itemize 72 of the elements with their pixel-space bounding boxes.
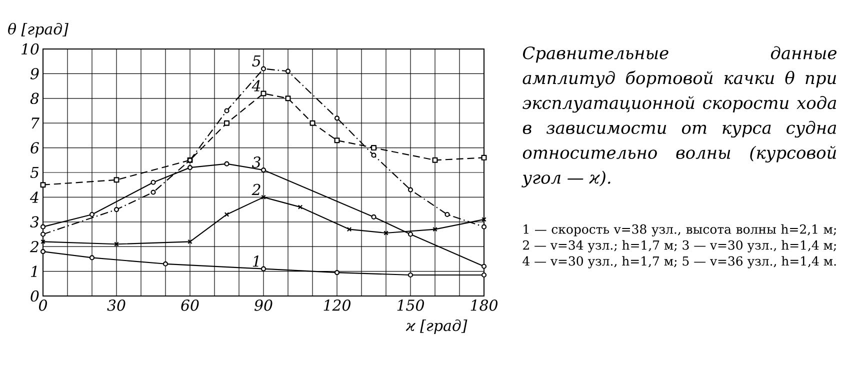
point <box>371 145 376 151</box>
y-tick-label: 10 <box>22 43 39 55</box>
y-tick-label: 7 <box>32 118 40 129</box>
y-tick-label: 9 <box>30 68 39 80</box>
point <box>444 212 450 218</box>
point <box>224 212 230 217</box>
point <box>150 180 156 185</box>
point <box>188 239 192 244</box>
point <box>114 177 120 183</box>
point <box>150 190 156 195</box>
point <box>187 165 193 170</box>
series-label: 5 <box>252 55 260 67</box>
point <box>224 108 230 114</box>
point <box>408 187 414 192</box>
point <box>481 224 487 230</box>
point <box>40 224 46 230</box>
point <box>114 242 119 247</box>
point <box>261 194 266 200</box>
point <box>285 68 291 74</box>
y-tick-label: 4 <box>30 192 38 203</box>
point <box>334 116 340 121</box>
y-tick-label: 0 <box>30 290 39 302</box>
chart-title: Сравнительные данные амплитуд бортовой качки θ при эксплуатационной скорости хода в зависимости от курса судна относительно волны (курсовой угол — ϰ). <box>522 46 836 188</box>
point <box>334 138 340 144</box>
point <box>371 152 376 158</box>
point <box>408 232 414 237</box>
series-label: 1 <box>252 256 258 267</box>
point <box>408 272 414 278</box>
text: 1 — скорость v=38 узл., высота волны h=2,1 м; 2 — v=34 узл.; h=1,7 м; 3 — v=30 узл., h=1,4 м; 4 — v=30 узл., h=1,7 м; 5 — v=36 узл., h=1,4 м. <box>522 224 836 268</box>
x-tick-label: 180 <box>470 300 498 311</box>
y-axis-title: θ [град] <box>8 22 68 38</box>
y-tick-label: 2 <box>30 241 38 252</box>
y-tick-label: 1 <box>31 266 37 277</box>
point <box>162 261 168 266</box>
point <box>334 270 340 276</box>
point <box>224 120 230 126</box>
point <box>40 232 46 237</box>
point <box>384 230 388 236</box>
point <box>114 207 120 212</box>
x-tick-label: 150 <box>397 300 424 311</box>
series-label: 2 <box>252 184 260 196</box>
point <box>298 204 303 210</box>
point <box>187 158 193 163</box>
point <box>260 167 266 173</box>
x-axis-title: ϰ [град] <box>406 320 468 334</box>
x-tick-label: 30 <box>107 300 126 311</box>
point <box>260 266 266 272</box>
x-tick-label: 120 <box>324 300 350 311</box>
point <box>432 157 438 163</box>
point <box>481 154 487 160</box>
point <box>224 161 230 166</box>
point <box>285 96 291 102</box>
y-tick-label: 6 <box>30 142 39 154</box>
series-label: 4 <box>252 80 260 92</box>
point <box>89 255 95 260</box>
x-tick-label: 90 <box>254 300 272 311</box>
point <box>432 226 438 232</box>
y-tick-label: 8 <box>30 92 39 104</box>
point <box>260 90 266 96</box>
point <box>371 214 376 220</box>
point <box>346 226 352 232</box>
point <box>481 264 487 269</box>
point <box>260 66 266 72</box>
point <box>310 120 316 126</box>
point <box>89 212 95 218</box>
point <box>40 248 46 254</box>
point <box>40 182 46 188</box>
series-label: 3 <box>252 156 260 168</box>
x-tick-label: 60 <box>181 300 199 311</box>
y-tick-label: 3 <box>30 216 39 228</box>
x-tick-label: 0 <box>39 300 47 311</box>
y-tick-label: 5 <box>30 166 39 178</box>
